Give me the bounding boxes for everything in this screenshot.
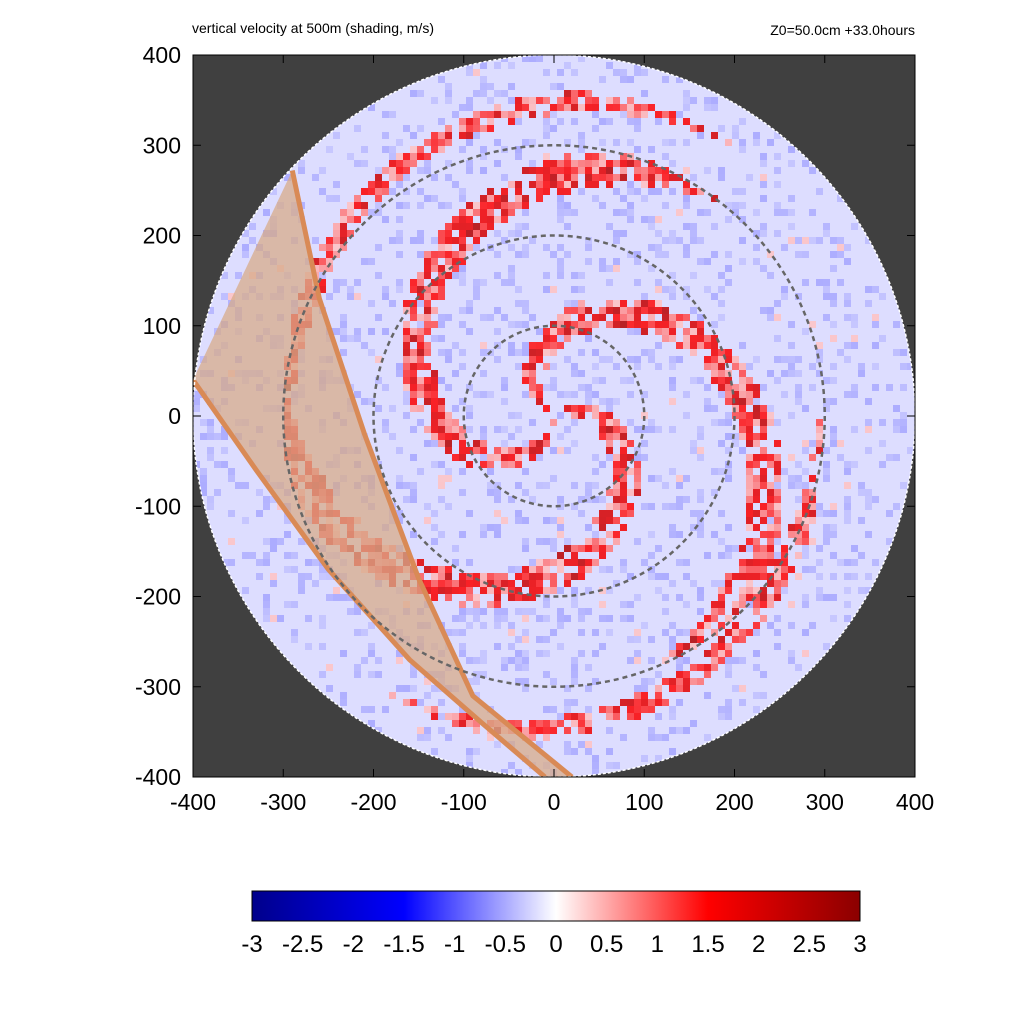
y-tick-label: 200 (143, 223, 181, 249)
x-tick-label: 200 (715, 789, 753, 815)
colorbar-tick-label: -2 (343, 931, 364, 958)
y-tick-label: -400 (135, 764, 181, 790)
y-tick-label: -300 (135, 674, 181, 700)
reference-circle-300 (282, 144, 826, 688)
x-tick-label: -100 (441, 789, 487, 815)
colorbar-tick-label: -2.5 (282, 931, 323, 958)
colorbar-tick-label: -1.5 (383, 931, 424, 958)
colorbar-tick-label: 0 (549, 931, 562, 958)
colorbar-tick-label: 0.5 (590, 931, 623, 958)
y-tick-label: 100 (143, 313, 181, 339)
x-tick-label: 400 (896, 789, 934, 815)
chart-subtitle: Z0=50.0cm +33.0hours (770, 22, 915, 38)
y-tick-label: 400 (143, 42, 181, 68)
colorbar (251, 890, 861, 922)
colorbar-tick-label: -1 (444, 931, 465, 958)
x-tick-label: -400 (170, 789, 216, 815)
colorbar-tick-label: 2.5 (793, 931, 826, 958)
colorbar-tick-label: 1 (651, 931, 664, 958)
colorbar-tick-label: 3 (853, 931, 866, 958)
x-tick-label: 300 (806, 789, 844, 815)
colorbar-tick-label: 2 (752, 931, 765, 958)
y-tick-label: 0 (168, 403, 181, 429)
swath-outer-edge (289, 169, 574, 777)
colorbar-tick-label: -3 (241, 931, 262, 958)
y-tick-label: -100 (135, 493, 181, 519)
chart-title: vertical velocity at 500m (shading, m/s) (192, 20, 434, 36)
swath-band (193, 170, 572, 777)
x-tick-label: 0 (548, 789, 561, 815)
y-tick-label: -200 (135, 584, 181, 610)
colorbar-tick-label: -0.5 (485, 931, 526, 958)
x-tick-label: -200 (350, 789, 396, 815)
reference-circle-100 (462, 324, 646, 508)
x-tick-label: 100 (625, 789, 663, 815)
reference-circle-200 (372, 234, 736, 598)
colorbar-tick-label: 1.5 (691, 931, 724, 958)
swath-inner-edge (193, 378, 547, 777)
y-tick-label: 300 (143, 132, 181, 158)
x-tick-label: -300 (260, 789, 306, 815)
